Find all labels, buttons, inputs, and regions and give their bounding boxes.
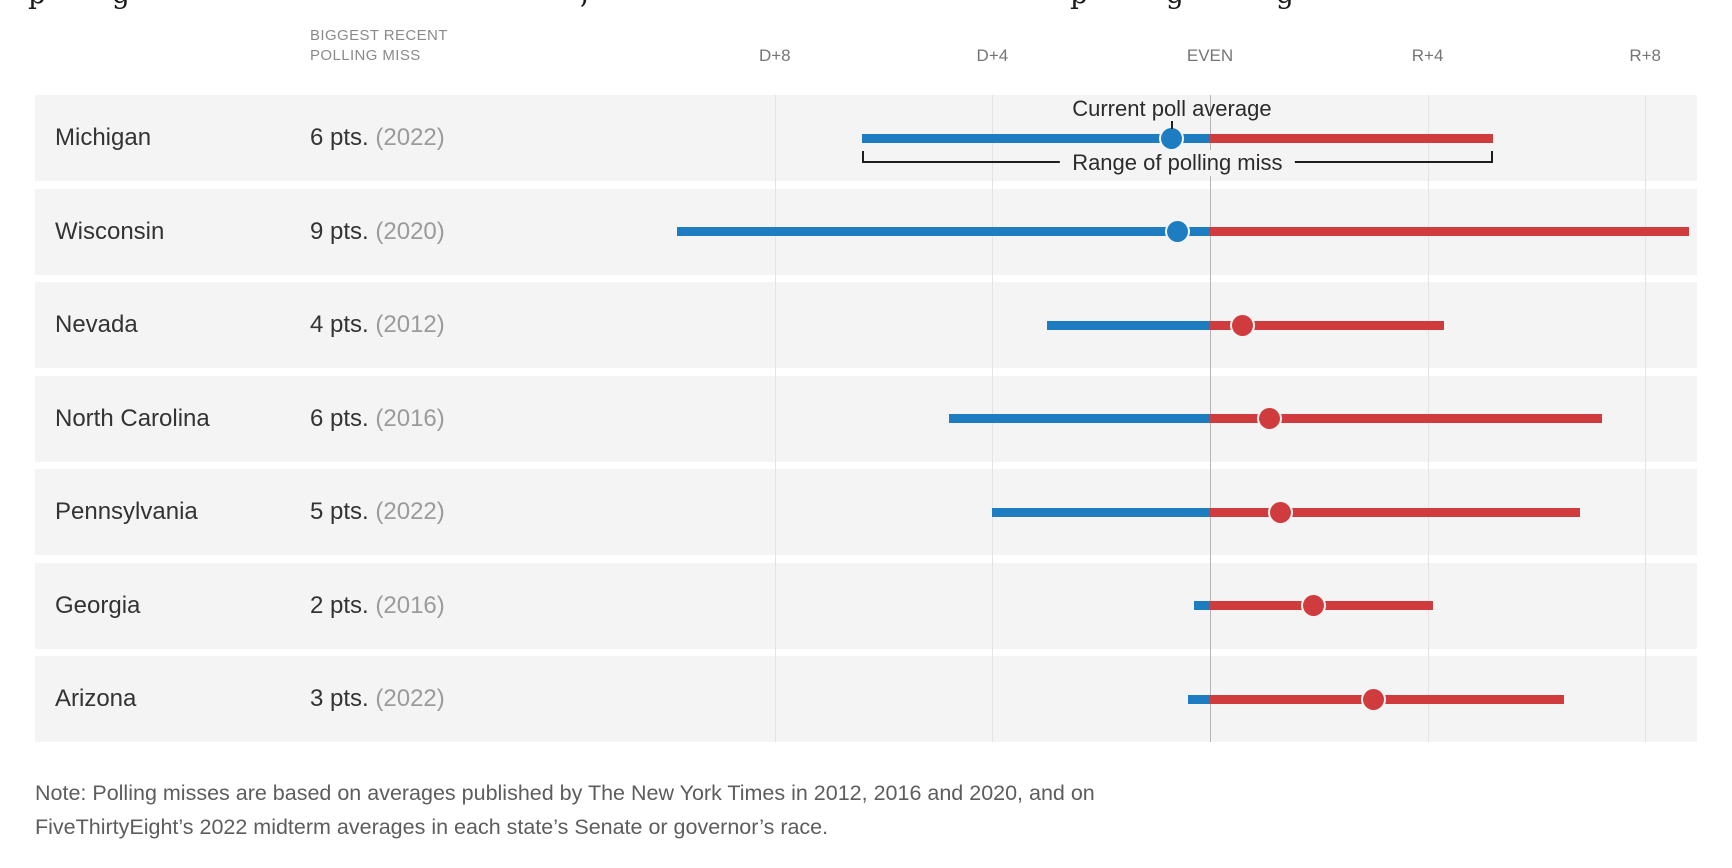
miss-year: (2016) — [375, 404, 445, 432]
poll-average-dot-nevada — [1232, 314, 1254, 336]
state-label-michigan: Michigan — [55, 124, 152, 151]
state-label-nevada: Nevada — [55, 311, 138, 338]
column-header-line2: POLLING MISS — [310, 47, 421, 64]
state-label-pennsylvania: Pennsylvania — [55, 498, 198, 525]
range-bar-dem-pennsylvania — [992, 507, 1210, 517]
state-label-north-carolina: North Carolina — [55, 404, 210, 432]
axis-label-D+8: D+8 — [758, 46, 791, 65]
row-band-georgia: Georgia 2 pts. (2016) — [35, 562, 1697, 649]
clipped-title-text: p g, p g g — [0, 0, 1732, 13]
gridline-R+8 — [1645, 95, 1647, 742]
miss-label-georgia: 2 pts. (2016) — [310, 592, 445, 620]
source-note-line2: FiveThirtyEight’s 2022 midterm averages … — [35, 815, 829, 839]
range-bar-rep-michigan — [1210, 133, 1493, 143]
gridline-D+8 — [774, 95, 776, 742]
clipped-title-fragment-1: g — [112, 0, 130, 8]
range-bar-rep-wisconsin — [1210, 227, 1689, 236]
column-header-line1: BIGGEST RECENT — [310, 27, 448, 44]
range-bar-dem-north-carolina — [948, 414, 1210, 423]
poll-average-dot-wisconsin — [1166, 221, 1188, 242]
miss-label-wisconsin: 9 pts. (2020) — [310, 218, 445, 246]
range-bar-dem-nevada — [1046, 320, 1210, 330]
miss-points: 2 pts. — [310, 591, 376, 619]
miss-points: 9 pts. — [310, 217, 376, 245]
poll-average-dot-michigan — [1161, 127, 1183, 149]
miss-label-north-carolina: 6 pts. (2016) — [310, 405, 445, 433]
miss-points: 6 pts. — [310, 404, 376, 432]
clipped-title-fragment-4: g — [1166, 0, 1184, 8]
axis-label-EVEN: EVEN — [1186, 46, 1234, 65]
range-bar-rep-north-carolina — [1210, 414, 1602, 423]
source-note-line1: Note: Polling misses are based on averag… — [35, 781, 1095, 805]
miss-year: (2022) — [375, 124, 445, 151]
state-label-arizona: Arizona — [55, 685, 137, 712]
column-header-polling-miss: BIGGEST RECENT POLLING MISS — [310, 26, 448, 66]
clipped-title-fragment-0: p — [28, 0, 46, 8]
miss-year: (2022) — [375, 498, 445, 525]
range-bar-dem-georgia — [1193, 601, 1210, 610]
miss-points: 4 pts. — [310, 311, 376, 338]
miss-year: (2022) — [375, 685, 445, 712]
range-bar-dem-wisconsin — [676, 227, 1210, 236]
poll-average-dot-pennsylvania — [1270, 501, 1292, 523]
miss-year: (2016) — [375, 591, 445, 619]
miss-points: 5 pts. — [310, 498, 376, 525]
axis-label-D+4: D+4 — [976, 46, 1009, 65]
miss-label-arizona: 3 pts. (2022) — [310, 685, 445, 713]
miss-label-michigan: 6 pts. (2022) — [310, 124, 445, 152]
miss-label-nevada: 4 pts. (2012) — [310, 311, 445, 339]
poll-average-dot-georgia — [1302, 595, 1324, 616]
miss-year: (2012) — [375, 311, 445, 338]
clipped-title-fragment-3: p — [1070, 0, 1088, 8]
source-note: Note: Polling misses are based on averag… — [35, 776, 1095, 844]
annotation-range-of-polling-miss: Range of polling miss — [1060, 150, 1295, 176]
miss-points: 6 pts. — [310, 124, 376, 151]
poll-average-dot-north-carolina — [1259, 408, 1281, 429]
state-label-georgia: Georgia — [55, 591, 141, 619]
axis-label-R+8: R+8 — [1629, 46, 1662, 65]
annotation-avg-tick — [1170, 121, 1173, 129]
axis-label-R+4: R+4 — [1411, 46, 1444, 65]
clipped-title-fragment-5: g — [1276, 0, 1294, 8]
poll-average-dot-arizona — [1362, 688, 1384, 710]
state-label-wisconsin: Wisconsin — [55, 217, 165, 245]
miss-label-pennsylvania: 5 pts. (2022) — [310, 498, 445, 526]
range-bar-dem-arizona — [1188, 694, 1210, 704]
range-bar-rep-nevada — [1210, 320, 1444, 330]
clipped-title-fragment-2: , — [580, 0, 589, 8]
annotation-current-poll-average: Current poll average — [1072, 96, 1272, 121]
range-bar-dem-michigan — [861, 133, 1210, 143]
miss-year: (2020) — [375, 217, 445, 245]
range-bar-rep-pennsylvania — [1210, 507, 1580, 517]
row-band-nevada: Nevada 4 pts. (2012) — [35, 282, 1697, 368]
range-bar-rep-arizona — [1210, 694, 1564, 704]
miss-points: 3 pts. — [310, 685, 376, 712]
